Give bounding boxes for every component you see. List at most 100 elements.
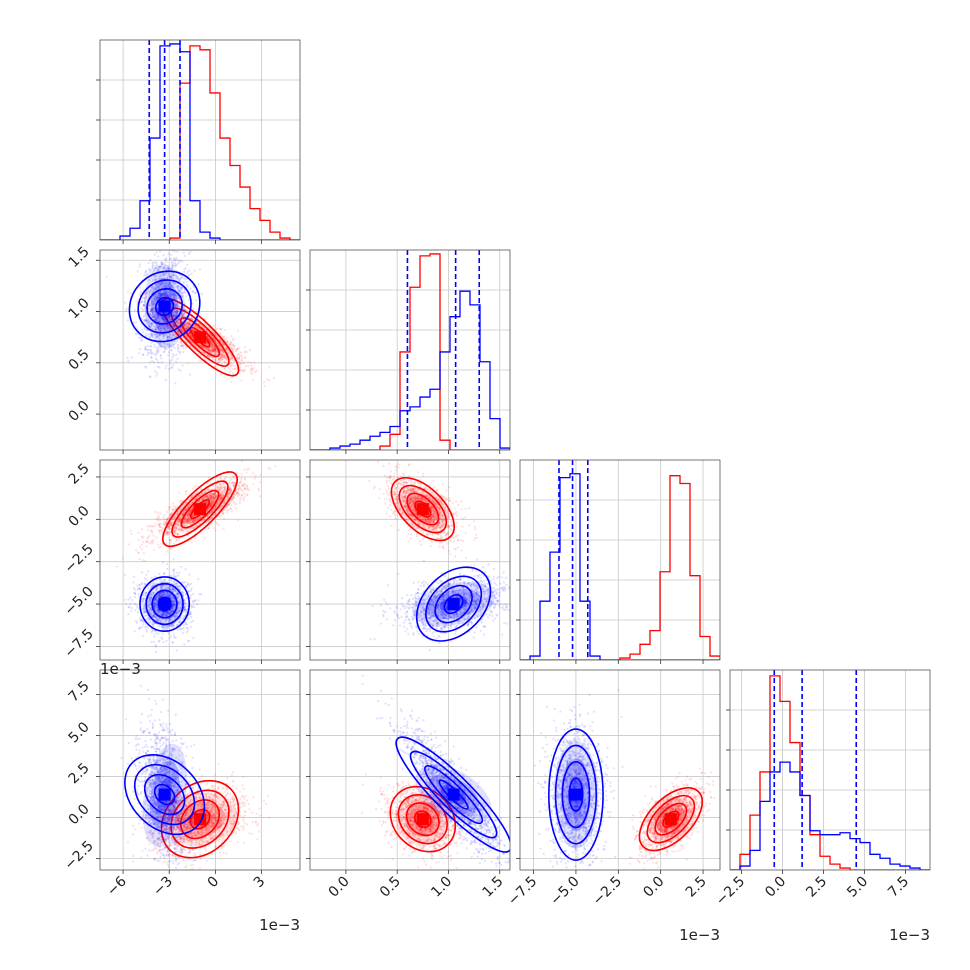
contour-line (414, 500, 432, 518)
density-blue (142, 743, 187, 846)
contour-line (160, 779, 240, 859)
panel-frame (99, 459, 301, 661)
contour-line (170, 789, 230, 849)
panel-1-1 (306, 249, 511, 454)
contour-line (398, 484, 448, 534)
panel-1-0: 0.0 0.5 1.0 1.5 (66, 244, 301, 454)
contour-line (151, 589, 178, 619)
contour-line (146, 288, 184, 325)
y-tick-label: −2.5 (61, 541, 96, 576)
contour-line (189, 499, 211, 520)
contour-line (171, 480, 229, 538)
y-tick-label: 1.5 (66, 244, 93, 271)
panel-2-2 (516, 459, 721, 664)
histogram-red (730, 675, 930, 870)
contours-blue (395, 736, 510, 853)
density-peak (416, 503, 429, 516)
panel-0-0 (96, 39, 301, 244)
y-tick-label: −2.5 (61, 838, 96, 873)
x-tick-label: −5.0 (547, 874, 582, 909)
contours-blue (124, 754, 206, 836)
density-red (395, 792, 450, 846)
y-tick-label: 0.5 (66, 346, 93, 373)
y-tick-label: −5.0 (61, 584, 96, 619)
y-tick-label: −7.5 (61, 626, 96, 661)
x-tick-label: 1.5 (480, 874, 507, 901)
panel-3-0: −6 −3 0 3 −2.5 0.0 2.5 5.0 7.5 (61, 669, 301, 899)
panel-frame (309, 669, 511, 871)
contour-line (443, 594, 464, 615)
contours-blue (139, 576, 191, 632)
histogram-red (520, 475, 720, 660)
contour-line (424, 765, 484, 825)
contour-line (646, 794, 696, 844)
y-tick-label: 1.0 (66, 295, 93, 322)
x-tick-label: 3 (251, 874, 269, 892)
x-tick-label: 5.0 (844, 874, 871, 901)
contour-line (638, 787, 703, 852)
contour-line (139, 576, 191, 632)
panel-3-1: 0.0 0.5 1.0 1.5 (306, 669, 511, 901)
x-tick-label: −2.5 (590, 874, 625, 909)
contour-line (554, 744, 598, 845)
histogram-red (100, 45, 300, 240)
contour-line (133, 763, 196, 826)
contour-line (548, 728, 604, 861)
contour-line (406, 492, 440, 526)
panel-3-3: −2.5 0.0 2.5 5.0 7.5 (713, 669, 931, 909)
contour-line (143, 773, 186, 816)
histogram-blue (730, 761, 930, 870)
contour-line (137, 279, 192, 334)
panel-frame (99, 39, 301, 241)
y-tick-label: 0.0 (66, 398, 93, 425)
panel-frame (729, 669, 931, 871)
y-tick-label: 2.5 (66, 760, 93, 787)
density-peak (158, 598, 171, 611)
contours-red (389, 785, 457, 853)
density-peak (158, 300, 171, 313)
offset-label: 1e−3 (679, 926, 720, 944)
contour-line (189, 808, 211, 830)
contour-line (409, 750, 498, 839)
x-tick-label: −7.5 (505, 874, 540, 909)
y-tick-label: 0.0 (66, 801, 93, 828)
x-tick-label: 2.5 (803, 874, 830, 901)
contour-line (389, 785, 457, 853)
contour-line (155, 296, 175, 317)
y-tick-label: 7.5 (66, 678, 93, 705)
contour-line (145, 582, 184, 626)
offset-label: 1e−3 (259, 916, 300, 934)
density-peak (158, 788, 171, 801)
density-blue (553, 740, 599, 849)
contour-line (162, 471, 238, 548)
histogram-red (310, 253, 510, 450)
contour-line (180, 489, 220, 529)
y-tick-label: 2.5 (66, 461, 93, 488)
contour-line (568, 777, 584, 812)
contour-line (153, 783, 176, 806)
x-tick-label: −6 (104, 873, 130, 899)
contours-blue (548, 728, 604, 861)
x-tick-label: −2.5 (713, 874, 748, 909)
contour-line (561, 761, 591, 829)
scatter-blue (124, 250, 203, 385)
contours-red (162, 471, 238, 548)
density-peak (569, 788, 582, 801)
density-peak (664, 813, 677, 826)
y-tick-label: 0.0 (66, 503, 93, 530)
contour-line (157, 596, 172, 612)
x-tick-label: 0.5 (377, 874, 404, 901)
contours-red (638, 787, 703, 852)
contour-line (395, 736, 510, 853)
contour-line (438, 779, 469, 810)
contours-red (160, 779, 240, 859)
panel-3-2: −7.5 −5.0 −2.5 0.0 2.5 (505, 669, 721, 909)
panel-frame (99, 249, 301, 451)
density-peak (447, 598, 460, 611)
x-tick-label: 0.0 (762, 874, 789, 901)
histogram-blue (520, 473, 720, 660)
histogram-blue (100, 43, 300, 240)
y-tick-label: 5.0 (66, 719, 93, 746)
panel-2-0: −7.5 −5.0 −2.5 0.0 2.5 (61, 459, 301, 664)
